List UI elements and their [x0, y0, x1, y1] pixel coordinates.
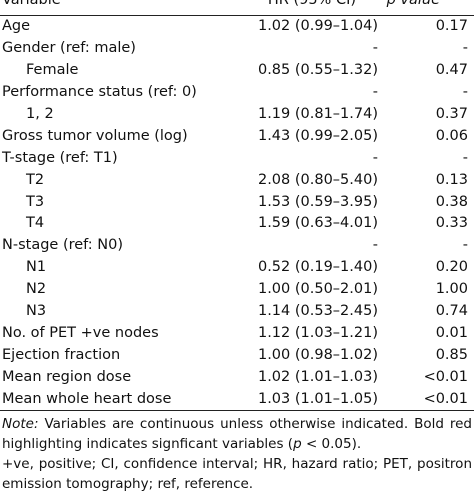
cell-p-value: 0.01: [435, 324, 468, 341]
table-row: N-stage (ref: N0) - -: [0, 235, 474, 257]
table-row: Age 1.02 (0.99–1.04) 0.17: [0, 16, 474, 38]
cell-hr: 1.02 (0.99–1.04): [257, 18, 378, 35]
cell-p-value: 1.00: [435, 281, 468, 298]
cell-p-value: -: [462, 40, 468, 57]
footnote-note-label: Note:: [2, 416, 39, 433]
table-body: Age 1.02 (0.99–1.04) 0.17 Gender (ref: male…: [0, 16, 474, 412]
cell-variable: N3: [26, 303, 47, 320]
cell-p-value: -: [462, 84, 468, 101]
cell-hr: 2.08 (0.80–5.40): [257, 171, 378, 188]
cell-hr: -: [372, 40, 378, 57]
table-row: Gender (ref: male) - -: [0, 38, 474, 60]
cell-p-value: 0.37: [435, 106, 468, 122]
cell-p-value: 0.74: [435, 303, 468, 320]
cell-p-value: 0.85: [435, 346, 468, 363]
footnote-abbreviations: +ve, positive; CI, confidence interval; …: [2, 456, 472, 493]
cell-p-value: 0.47: [435, 62, 468, 79]
table-row: No. of PET +ve nodes 1.12 (1.03–1.21) 0.01: [0, 322, 474, 344]
cell-hr: 1.14 (0.53–2.45): [257, 303, 378, 320]
table-row: T3 1.53 (0.59–3.95) 0.38: [0, 191, 474, 213]
cell-variable: No. of PET +ve nodes: [2, 324, 159, 341]
footnote-note-text-2: < 0.05).: [301, 436, 362, 453]
cell-variable: N2: [26, 281, 47, 298]
cell-variable: Age: [2, 18, 31, 35]
cell-hr: 1.19 (0.81–1.74): [257, 106, 378, 122]
cell-hr: -: [372, 149, 378, 166]
cell-p-value: -: [462, 149, 468, 166]
table-row: Gross tumor volume (log) 1.43 (0.99–2.05)…: [0, 125, 474, 147]
cell-variable: 1, 2: [26, 106, 54, 122]
footnote-note-p: p: [293, 436, 302, 453]
cell-variable: Female: [26, 62, 79, 79]
table-row: Female 0.85 (0.55–1.32) 0.47: [0, 60, 474, 82]
cell-variable: Gross tumor volume (log): [2, 127, 188, 144]
cell-p-value: 0.20: [435, 259, 468, 276]
cell-p-value: 0.13: [435, 171, 468, 188]
cell-p-value: -: [462, 237, 468, 254]
footnote-note-text-1: Variables are continuous unless otherwis…: [2, 416, 472, 453]
cell-p-value: 0.33: [435, 215, 468, 232]
cell-hr: 1.43 (0.99–2.05): [257, 127, 378, 144]
header-hr: HR (95% CI): [230, 0, 386, 16]
cell-variable: Performance status (ref: 0): [2, 84, 197, 101]
table-footnotes: Note: Variables are continuous unless ot…: [0, 411, 474, 494]
cell-hr: 1.02 (1.01–1.03): [257, 368, 378, 385]
table-row: T2 2.08 (0.80–5.40) 0.13: [0, 169, 474, 191]
cell-p-value: 0.38: [435, 193, 468, 210]
cell-variable: T-stage (ref: T1): [2, 149, 118, 166]
table-row: N1 0.52 (0.19–1.40) 0.20: [0, 257, 474, 279]
cell-variable: T3: [26, 193, 45, 210]
table-row: Ejection fraction 1.00 (0.98–1.02) 0.85: [0, 344, 474, 366]
cell-variable: N-stage (ref: N0): [2, 237, 123, 254]
table-row: T4 1.59 (0.63–4.01) 0.33: [0, 213, 474, 235]
cell-hr: 0.85 (0.55–1.32): [257, 62, 378, 79]
cell-hr: 1.00 (0.50–2.01): [257, 281, 378, 298]
cell-variable: Mean whole heart dose: [0, 388, 230, 412]
cell-hr: 1.00 (0.98–1.02): [257, 346, 378, 363]
cell-variable: N1: [26, 259, 47, 276]
cell-hr: -: [372, 84, 378, 101]
results-table: Variable HR (95% CI) p value Age 1.02 (0.…: [0, 0, 474, 412]
table-row: N2 1.00 (0.50–2.01) 1.00: [0, 279, 474, 301]
table-row: T-stage (ref: T1) - -: [0, 147, 474, 169]
cell-p-value: 0.06: [435, 127, 468, 144]
header-row: Variable HR (95% CI) p value: [0, 0, 474, 16]
table-row: Mean whole heart dose 1.03 (1.01–1.05) <0.…: [0, 388, 474, 412]
table-row: 1, 2 1.19 (0.81–1.74) 0.37: [0, 104, 474, 126]
table-header: Variable HR (95% CI) p value: [0, 0, 474, 16]
cell-variable: Mean region dose: [2, 368, 132, 385]
header-variable: Variable: [0, 0, 230, 16]
cell-p-value: 0.17: [435, 18, 468, 35]
cell-hr: 1.53 (0.59–3.95): [257, 193, 378, 210]
cell-variable: T4: [26, 215, 45, 232]
cell-p-value: <0.01: [386, 388, 474, 412]
cell-hr: 0.52 (0.19–1.40): [257, 259, 378, 276]
cell-hr: 1.12 (1.03–1.21): [257, 324, 378, 341]
cell-hr: 1.03 (1.01–1.05): [230, 388, 386, 412]
cell-p-value: <0.01: [423, 368, 468, 385]
cell-variable: Gender (ref: male): [2, 40, 136, 57]
cell-variable: Ejection fraction: [2, 346, 121, 363]
cell-variable: T2: [26, 171, 45, 188]
table-row: Performance status (ref: 0) - -: [0, 82, 474, 104]
table-row: N3 1.14 (0.53–2.45) 0.74: [0, 301, 474, 323]
header-p-value: p value: [386, 0, 474, 16]
cell-hr: 1.59 (0.63–4.01): [257, 215, 378, 232]
cell-hr: -: [372, 237, 378, 254]
footnote-note: Note: Variables are continuous unless ot…: [2, 414, 472, 454]
table-row: Mean region dose 1.02 (1.01–1.03) <0.01: [0, 366, 474, 388]
